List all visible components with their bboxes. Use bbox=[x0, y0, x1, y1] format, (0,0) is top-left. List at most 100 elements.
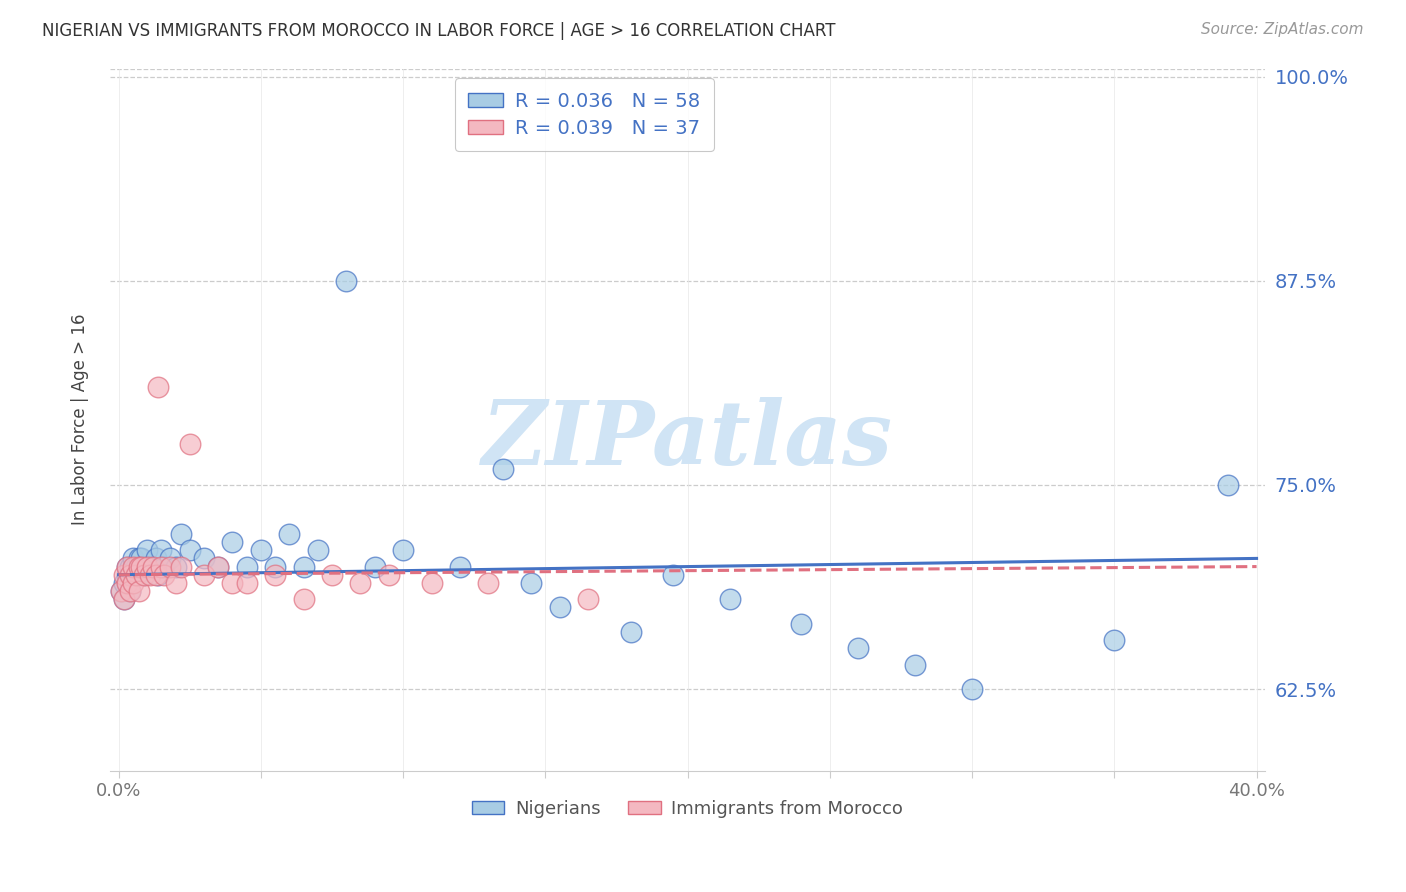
Point bbox=[118, 584, 141, 599]
Point bbox=[378, 567, 401, 582]
Point bbox=[576, 592, 599, 607]
Point bbox=[170, 527, 193, 541]
Y-axis label: In Labor Force | Age > 16: In Labor Force | Age > 16 bbox=[72, 314, 89, 525]
Point bbox=[148, 380, 170, 394]
Point bbox=[250, 543, 273, 558]
Point bbox=[142, 559, 165, 574]
Point bbox=[159, 551, 181, 566]
Point bbox=[292, 559, 315, 574]
Point bbox=[477, 575, 499, 590]
Point bbox=[235, 575, 257, 590]
Point bbox=[193, 567, 215, 582]
Point bbox=[620, 624, 643, 639]
Text: Source: ZipAtlas.com: Source: ZipAtlas.com bbox=[1201, 22, 1364, 37]
Point bbox=[115, 567, 138, 582]
Point bbox=[142, 559, 165, 574]
Point bbox=[790, 616, 813, 631]
Point bbox=[128, 567, 150, 582]
Legend: Nigerians, Immigrants from Morocco: Nigerians, Immigrants from Morocco bbox=[465, 792, 911, 825]
Point bbox=[349, 575, 371, 590]
Point bbox=[128, 551, 150, 566]
Point bbox=[449, 559, 471, 574]
Point bbox=[221, 575, 243, 590]
Point bbox=[165, 575, 187, 590]
Point bbox=[139, 567, 162, 582]
Point bbox=[170, 559, 193, 574]
Point bbox=[121, 559, 143, 574]
Point bbox=[207, 559, 229, 574]
Point bbox=[145, 551, 167, 566]
Point bbox=[112, 575, 135, 590]
Point bbox=[134, 559, 156, 574]
Text: ZIPatlas: ZIPatlas bbox=[482, 398, 893, 484]
Point bbox=[1104, 633, 1126, 648]
Point bbox=[904, 657, 927, 672]
Point bbox=[264, 567, 287, 582]
Point bbox=[115, 559, 138, 574]
Point bbox=[110, 584, 132, 599]
Point bbox=[118, 567, 141, 582]
Point bbox=[492, 461, 515, 475]
Point bbox=[150, 559, 173, 574]
Point bbox=[115, 575, 138, 590]
Point bbox=[159, 559, 181, 574]
Point bbox=[128, 584, 150, 599]
Point bbox=[121, 575, 143, 590]
Point bbox=[148, 567, 170, 582]
Point bbox=[121, 567, 143, 582]
Point bbox=[124, 559, 146, 574]
Point bbox=[960, 681, 983, 696]
Point bbox=[112, 592, 135, 607]
Point bbox=[718, 592, 741, 607]
Point bbox=[145, 567, 167, 582]
Point bbox=[662, 567, 685, 582]
Point bbox=[207, 559, 229, 574]
Text: NIGERIAN VS IMMIGRANTS FROM MOROCCO IN LABOR FORCE | AGE > 16 CORRELATION CHART: NIGERIAN VS IMMIGRANTS FROM MOROCCO IN L… bbox=[42, 22, 835, 40]
Point bbox=[118, 559, 141, 574]
Point bbox=[134, 567, 156, 582]
Point bbox=[124, 567, 146, 582]
Point bbox=[165, 559, 187, 574]
Point bbox=[131, 551, 153, 566]
Point bbox=[363, 559, 385, 574]
Point bbox=[1216, 478, 1239, 492]
Point bbox=[139, 559, 162, 574]
Point bbox=[193, 551, 215, 566]
Point bbox=[150, 543, 173, 558]
Point bbox=[307, 543, 329, 558]
Point bbox=[128, 559, 150, 574]
Point bbox=[115, 575, 138, 590]
Point bbox=[136, 559, 159, 574]
Point bbox=[134, 567, 156, 582]
Point bbox=[136, 543, 159, 558]
Point bbox=[179, 543, 201, 558]
Point bbox=[278, 527, 301, 541]
Point bbox=[121, 551, 143, 566]
Point bbox=[110, 584, 132, 599]
Point bbox=[548, 600, 571, 615]
Point bbox=[121, 559, 143, 574]
Point bbox=[153, 559, 176, 574]
Point bbox=[115, 559, 138, 574]
Point bbox=[136, 559, 159, 574]
Point bbox=[131, 559, 153, 574]
Point bbox=[264, 559, 287, 574]
Point bbox=[420, 575, 443, 590]
Point bbox=[112, 592, 135, 607]
Point bbox=[335, 274, 357, 288]
Point bbox=[235, 559, 257, 574]
Point bbox=[128, 559, 150, 574]
Point bbox=[292, 592, 315, 607]
Point bbox=[221, 535, 243, 549]
Point bbox=[846, 641, 869, 656]
Point bbox=[179, 437, 201, 451]
Point bbox=[112, 567, 135, 582]
Point bbox=[131, 559, 153, 574]
Point bbox=[118, 584, 141, 599]
Point bbox=[520, 575, 543, 590]
Point bbox=[392, 543, 415, 558]
Point bbox=[124, 567, 146, 582]
Point bbox=[153, 567, 176, 582]
Point bbox=[321, 567, 343, 582]
Point bbox=[118, 567, 141, 582]
